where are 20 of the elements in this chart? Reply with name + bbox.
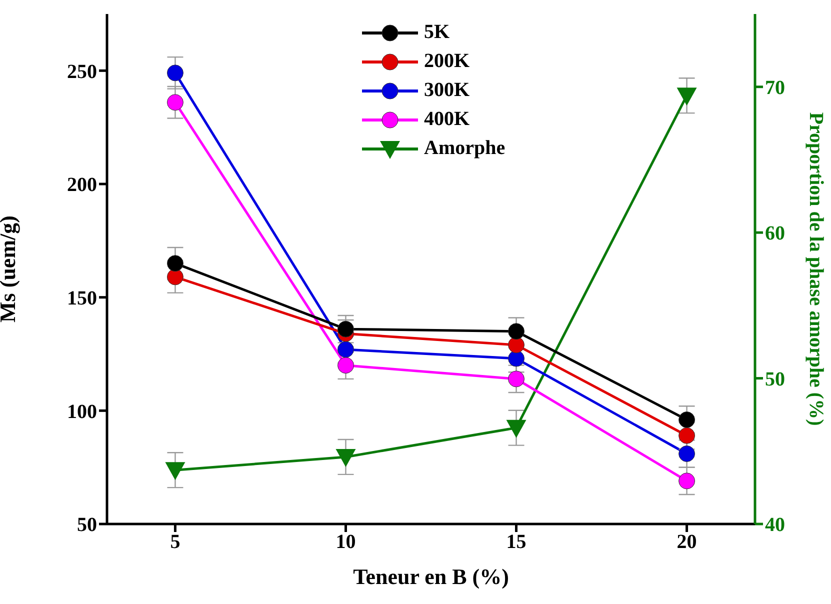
legend-label: 400K <box>424 108 470 131</box>
y2-axis-title: Proportion de la phase amorphe (%) <box>804 112 827 426</box>
legend-label: Amorphe <box>424 137 506 160</box>
y-tick-label: 250 <box>67 60 97 83</box>
y-tick-label: 100 <box>67 400 97 423</box>
x-tick-label: 5 <box>170 531 180 554</box>
y-tick-label: 200 <box>67 174 97 196</box>
legend-label: 300K <box>424 79 470 102</box>
x-tick-label: 10 <box>336 531 356 554</box>
legend-label: 5K <box>424 21 450 44</box>
y2-tick-label: 60 <box>765 222 785 245</box>
legend-label: 200K <box>424 50 470 73</box>
y2-tick-label: 50 <box>765 368 785 390</box>
x-tick-label: 20 <box>676 531 697 554</box>
x-axis-title: Teneur en B (%) <box>353 564 509 589</box>
y-tick-label: 150 <box>67 287 97 310</box>
y2-tick-label: 70 <box>765 76 785 99</box>
y-tick-label: 50 <box>77 514 97 536</box>
y2-tick-label: 40 <box>765 514 785 536</box>
x-tick-label: 15 <box>506 531 526 554</box>
